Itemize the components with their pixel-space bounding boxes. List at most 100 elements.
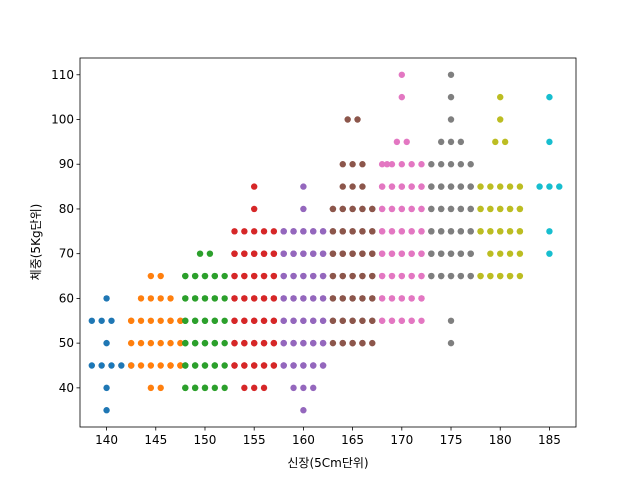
data-point [221, 339, 228, 347]
data-point [182, 317, 189, 324]
data-point [250, 295, 258, 302]
data-point [408, 205, 415, 213]
data-point [260, 228, 268, 235]
data-point [359, 272, 366, 280]
data-point [137, 339, 145, 347]
data-point [398, 71, 406, 78]
data-point [359, 339, 366, 347]
data-point [300, 362, 307, 369]
data-point [349, 250, 356, 257]
data-point [339, 161, 346, 168]
data-point [359, 228, 366, 235]
data-point [250, 205, 258, 213]
data-point [339, 317, 346, 324]
data-point [437, 161, 445, 168]
data-point [497, 272, 504, 280]
data-point [546, 138, 553, 146]
data-point [447, 116, 455, 123]
x-tick-label: 180 [489, 433, 512, 447]
data-point [211, 295, 219, 302]
data-point [201, 295, 209, 302]
data-point [127, 362, 135, 369]
data-point [182, 384, 189, 392]
data-point [378, 295, 386, 302]
data-point [447, 272, 455, 280]
data-point [447, 228, 455, 235]
data-point [408, 317, 415, 324]
data-point [250, 272, 258, 280]
data-point [280, 272, 287, 280]
data-point [506, 228, 514, 235]
data-point [250, 339, 258, 347]
data-point [329, 250, 337, 257]
data-point [428, 250, 435, 257]
data-point [231, 228, 238, 235]
data-point [378, 317, 386, 324]
data-point [270, 228, 278, 235]
data-point [221, 362, 228, 369]
data-point [329, 205, 337, 213]
data-point [167, 362, 174, 369]
data-point [260, 295, 268, 302]
y-tick-label: 50 [59, 336, 74, 350]
data-point [157, 295, 164, 302]
data-point [457, 161, 465, 168]
data-point [388, 250, 396, 257]
data-point [206, 250, 214, 257]
data-point [157, 384, 164, 392]
data-points [88, 71, 563, 414]
x-tick-label: 165 [341, 433, 364, 447]
data-point [98, 362, 105, 369]
data-point [201, 272, 209, 280]
data-point [437, 183, 445, 190]
data-point [290, 272, 297, 280]
data-point [241, 339, 248, 347]
plot-frame [79, 57, 577, 428]
data-point [270, 250, 278, 257]
data-point [408, 183, 415, 190]
data-point [201, 317, 209, 324]
data-point [388, 272, 396, 280]
data-point [177, 339, 184, 347]
data-point [147, 295, 155, 302]
data-point [319, 362, 327, 369]
data-point [300, 183, 307, 190]
data-point [388, 228, 396, 235]
data-point [260, 384, 268, 392]
data-point [211, 272, 219, 280]
data-point [300, 205, 307, 213]
data-point [339, 250, 346, 257]
data-point [516, 250, 524, 257]
data-point [497, 116, 504, 123]
data-point [398, 183, 406, 190]
data-point [457, 205, 465, 213]
data-point [398, 295, 406, 302]
data-point [437, 205, 445, 213]
data-point [428, 183, 435, 190]
data-point [329, 295, 337, 302]
data-point [290, 339, 297, 347]
data-point [487, 228, 494, 235]
data-point [319, 272, 327, 280]
data-point [108, 317, 115, 324]
data-point [447, 183, 455, 190]
data-point [300, 250, 307, 257]
data-point [428, 272, 435, 280]
data-point [147, 272, 155, 280]
data-point [506, 272, 514, 280]
data-point [457, 138, 465, 146]
data-point [398, 317, 406, 324]
x-tick-label: 185 [538, 433, 561, 447]
data-point [487, 250, 494, 257]
data-point [369, 295, 376, 302]
data-point [231, 272, 238, 280]
data-point [359, 183, 366, 190]
data-point [260, 250, 268, 257]
data-point [310, 339, 317, 347]
data-point [310, 295, 317, 302]
data-point [270, 362, 278, 369]
data-point [349, 295, 356, 302]
data-point [398, 250, 406, 257]
data-point [398, 228, 406, 235]
